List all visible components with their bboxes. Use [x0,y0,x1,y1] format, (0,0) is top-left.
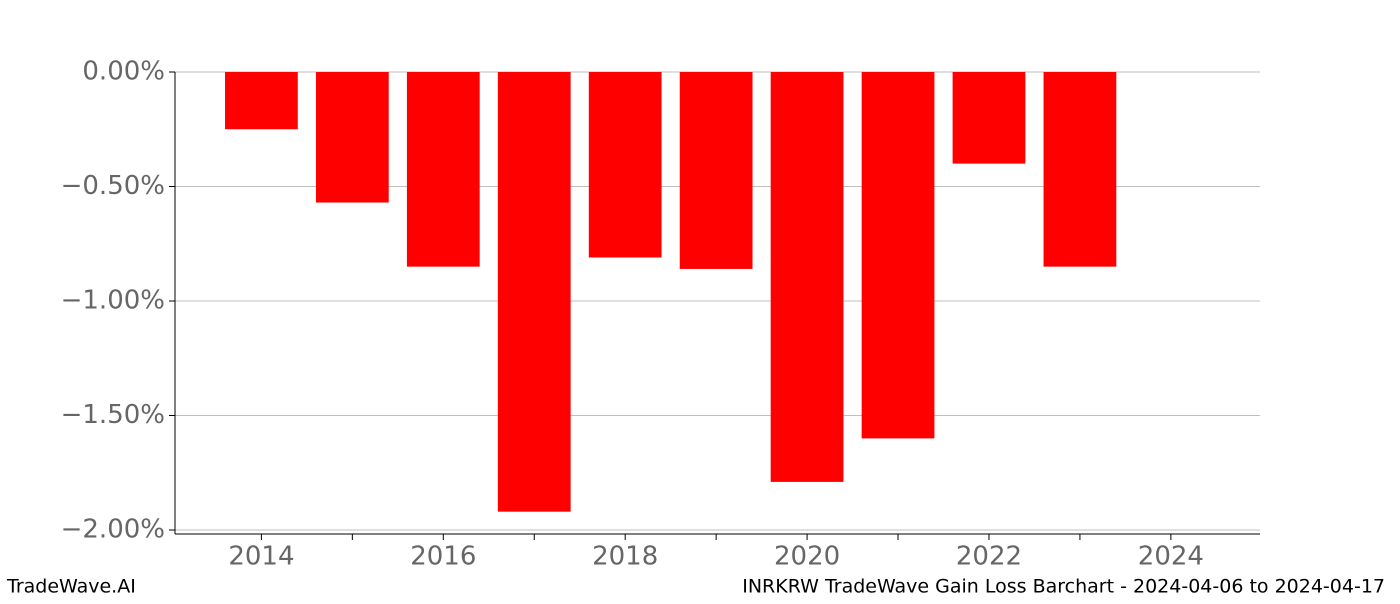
bar [406,72,480,267]
y-tick-label: 0.00% [82,57,165,87]
x-tick-label: 2018 [592,542,658,572]
bar [225,72,298,130]
bar [588,72,662,258]
footer-right: INRKRW TradeWave Gain Loss Barchart - 20… [742,576,1385,598]
bar [497,72,571,512]
y-tick-label: −1.50% [61,400,165,430]
y-tick-label: −0.50% [61,171,165,201]
x-tick-label: 2022 [956,542,1022,572]
x-tick-label: 2014 [228,542,294,572]
bar [1043,72,1117,267]
x-tick-label: 2020 [774,542,840,572]
y-tick-label: −2.00% [61,514,165,544]
y-tick-label: −1.00% [61,285,165,315]
x-tick-label: 2024 [1138,542,1204,572]
bar [861,72,935,439]
bar [679,72,753,269]
bar [770,72,844,482]
bar [952,72,1026,164]
bar [315,72,389,203]
footer-left: TradeWave.AI [6,576,136,598]
x-tick-label: 2016 [410,542,476,572]
